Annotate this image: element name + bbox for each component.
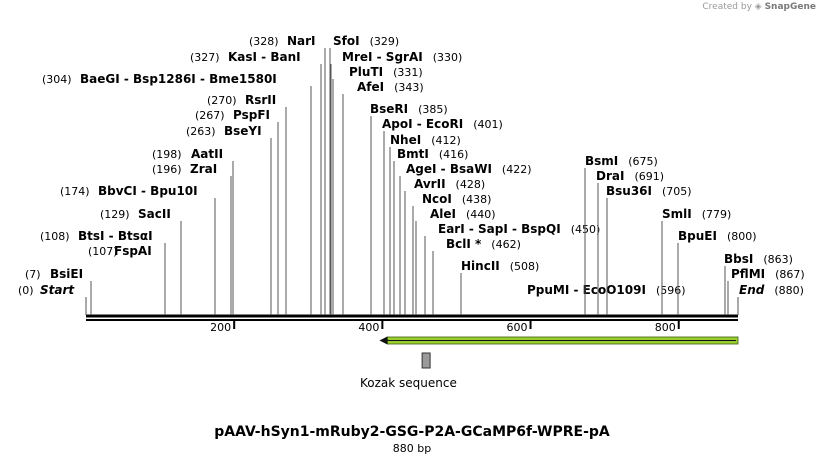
- site-label: BmtI: [397, 147, 429, 161]
- site-label: BtsI - BtsαI: [78, 229, 153, 243]
- site-position: (416): [439, 148, 469, 161]
- site-label: NarI: [287, 34, 316, 48]
- site-position: (412): [431, 134, 461, 147]
- site-position: (329): [370, 35, 400, 48]
- site-label: HincII: [461, 259, 500, 273]
- site-position: (462): [491, 238, 521, 251]
- site-label: KasI - BanI: [228, 50, 301, 64]
- site-label: EarI - SapI - BspQI: [438, 222, 561, 236]
- site-position: (385): [418, 103, 448, 116]
- site-position: (196): [152, 163, 182, 176]
- site-label: SacII: [138, 207, 171, 221]
- site-position: (422): [502, 163, 532, 176]
- site-position: (867): [775, 268, 805, 281]
- site-position: (705): [662, 185, 692, 198]
- snapgene-logo-icon: ◈: [754, 2, 762, 12]
- site-label: Start: [40, 283, 75, 297]
- ruler-tick-label: 800: [655, 321, 676, 334]
- site-position: (174): [60, 185, 90, 198]
- site-label: AfeI: [357, 80, 384, 94]
- site-position: (0): [18, 284, 34, 297]
- site-label: PluTI: [349, 65, 383, 79]
- site-label: PspFI: [233, 108, 270, 122]
- site-label: End: [739, 283, 765, 297]
- snapgene-credit: Created by ◈ SnapGene: [702, 2, 816, 12]
- site-label: DraI: [596, 169, 624, 183]
- site-label: BaeGI - Bsp1286I - Bme1580I: [80, 72, 277, 86]
- feature-arrow-head: [379, 336, 388, 345]
- site-label: BsiEI: [50, 267, 83, 281]
- site-label: FspAI: [114, 244, 152, 258]
- site-position: (304): [42, 73, 72, 86]
- site-label: Bsu36I: [606, 184, 652, 198]
- site-label: MreI - SgrAI: [342, 50, 423, 64]
- site-position: (108): [40, 230, 70, 243]
- site-position: (428): [456, 178, 486, 191]
- feature-kozak-box: [421, 352, 431, 369]
- feature-label-kozak: Kozak sequence: [360, 376, 457, 390]
- site-label: PpuMI - EcoO109I: [527, 283, 646, 297]
- sequence-title: pAAV-hSyn1-mRuby2-GSG-P2A-GCaMP6f-WPRE-p…: [214, 424, 610, 440]
- site-label: AgeI - BsaWI: [406, 162, 492, 176]
- site-label: PflMI: [731, 267, 765, 281]
- site-position: (779): [702, 208, 732, 221]
- site-position: (863): [763, 253, 793, 266]
- site-position: (440): [466, 208, 496, 221]
- site-label: BsmI: [585, 154, 618, 168]
- site-position: (267): [195, 109, 225, 122]
- site-position: (270): [207, 94, 237, 107]
- site-position: (438): [462, 193, 492, 206]
- site-position: (7): [25, 268, 41, 281]
- site-position: (691): [634, 170, 664, 183]
- site-label: RsrII: [245, 93, 276, 107]
- ruler-tick-label: 200: [210, 321, 231, 334]
- sequence-size: 880 bp: [392, 442, 432, 455]
- site-position: (596): [656, 284, 686, 297]
- site-label: BbsI: [724, 252, 753, 266]
- site-position: (328): [249, 35, 279, 48]
- site-label: ApoI - EcoRI: [382, 117, 463, 131]
- site-position: (675): [628, 155, 658, 168]
- site-position: (800): [727, 230, 757, 243]
- site-label: BpuEI: [678, 229, 717, 243]
- site-position: (343): [394, 81, 424, 94]
- site-label: BseRI: [370, 102, 408, 116]
- site-position: (330): [433, 51, 463, 64]
- site-label: AatII: [191, 147, 223, 161]
- site-position: (263): [186, 125, 216, 138]
- ruler-tick-label: 600: [507, 321, 528, 334]
- site-position: (880): [774, 284, 804, 297]
- site-position: (331): [393, 66, 423, 79]
- site-position: (401): [473, 118, 503, 131]
- site-position: (129): [100, 208, 130, 221]
- site-label: NcoI: [422, 192, 452, 206]
- site-position: (327): [190, 51, 220, 64]
- site-label: SmlI: [662, 207, 692, 221]
- site-label: NheI: [390, 133, 421, 147]
- site-label: SfoI: [333, 34, 360, 48]
- site-label: AleI: [430, 207, 456, 221]
- site-label: BbvCI - Bpu10I: [98, 184, 198, 198]
- site-label: BseYI: [224, 124, 262, 138]
- site-position: (198): [152, 148, 182, 161]
- site-position: (508): [510, 260, 540, 273]
- site-label: BclI *: [446, 237, 482, 251]
- credit-prefix: Created by: [702, 2, 752, 12]
- site-label: AvrII: [414, 177, 446, 191]
- ruler-tick-label: 400: [358, 321, 379, 334]
- credit-brand: SnapGene: [764, 2, 816, 12]
- site-label: ZraI: [190, 162, 217, 176]
- site-position: (107): [88, 245, 118, 258]
